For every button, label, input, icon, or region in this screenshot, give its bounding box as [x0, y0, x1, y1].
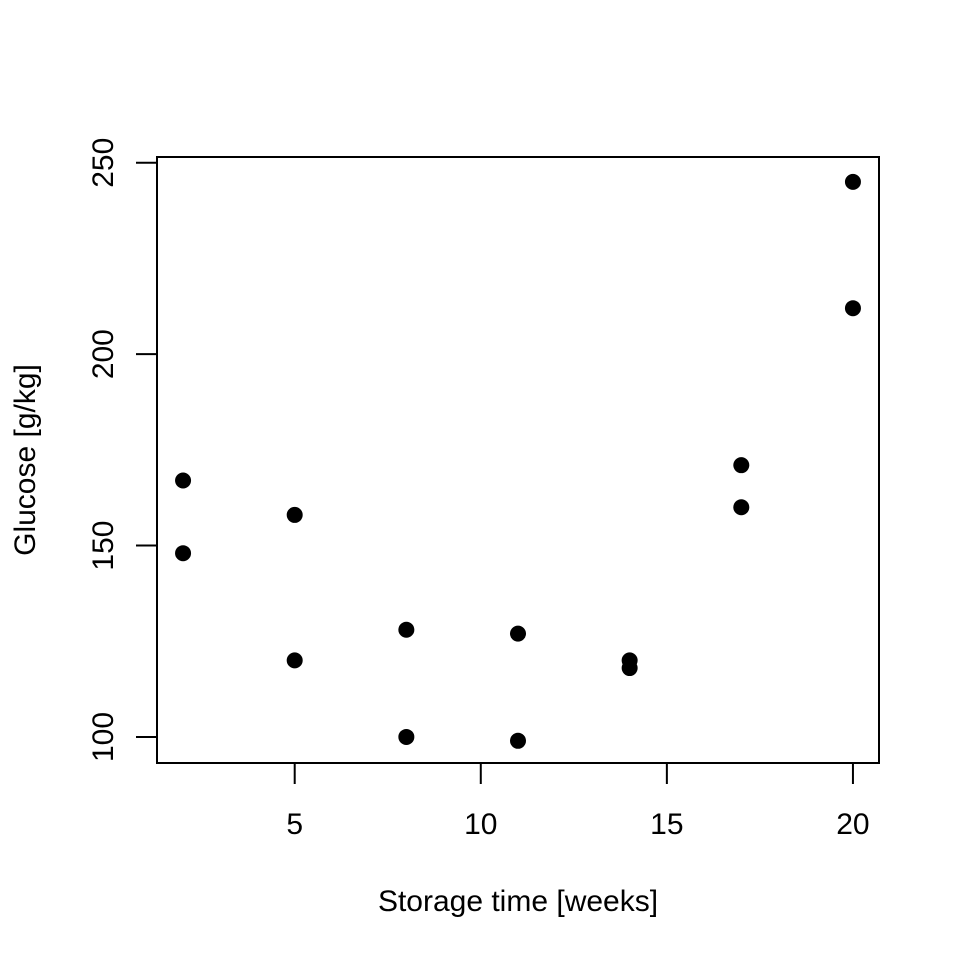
plot-frame: [156, 156, 880, 764]
y-axis-label: Glucose [g/kg]: [9, 364, 42, 556]
data-point: [286, 652, 303, 669]
data-point: [510, 625, 526, 642]
data-point: [510, 732, 526, 749]
y-axis: 100 150 200 250: [87, 138, 158, 762]
data-point: [398, 621, 415, 638]
data-point: [398, 728, 415, 745]
data-point: [844, 300, 861, 317]
x-tick-label: 5: [286, 808, 303, 841]
data-point: [175, 545, 192, 562]
y-tick-label: 200: [87, 329, 120, 379]
data-point: [621, 660, 638, 677]
data-point: [844, 173, 861, 190]
y-tick-label: 150: [87, 521, 120, 571]
x-tick-label: 20: [836, 808, 869, 841]
y-tick-label: 250: [87, 138, 120, 188]
x-axis-label: Storage time [weeks]: [378, 885, 658, 918]
x-axis: 5 10 15 20: [286, 762, 870, 841]
y-tick-label: 100: [87, 712, 120, 762]
data-point: [286, 506, 303, 523]
x-tick-label: 15: [650, 808, 683, 841]
data-point: [733, 499, 750, 516]
data-point: [733, 457, 750, 474]
data-points: [175, 173, 861, 749]
data-point: [175, 472, 192, 489]
x-tick-label: 10: [464, 808, 497, 841]
